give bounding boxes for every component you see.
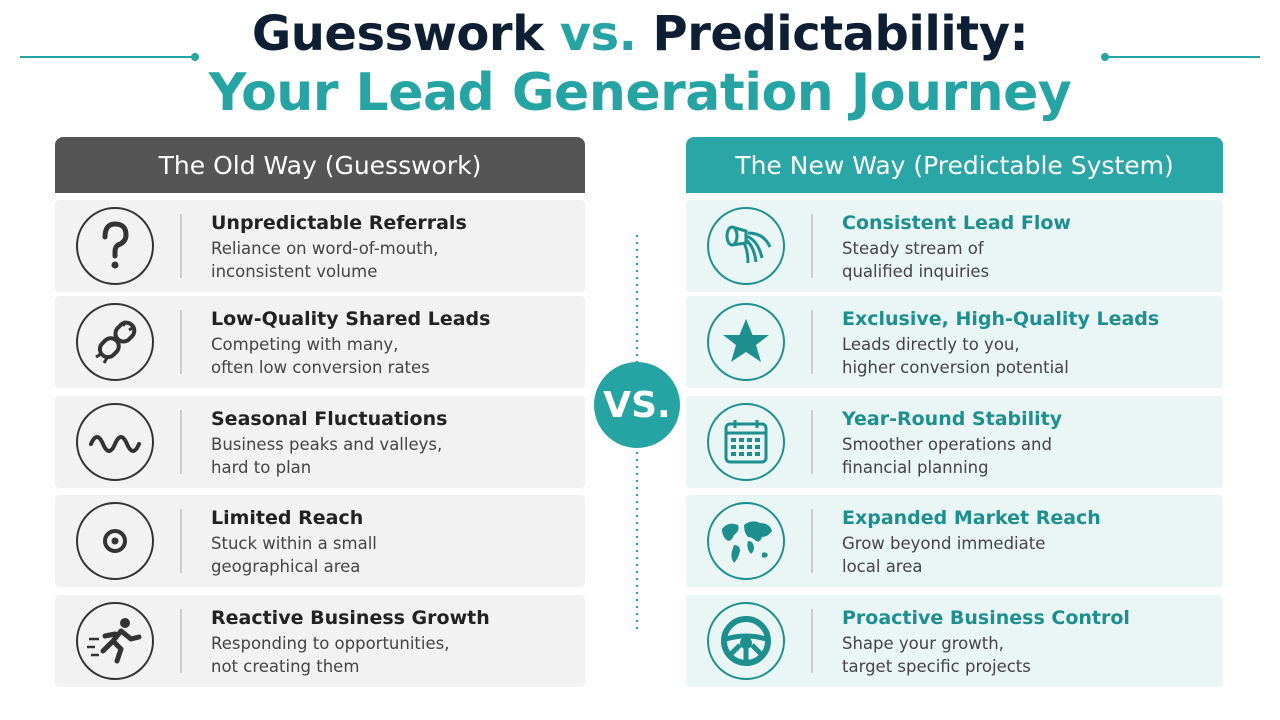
item-text: Leads directly to you, [842,335,1020,354]
item-title: Limited Reach [211,507,364,529]
item-text: financial planning [842,458,989,477]
item-row: Expanded Market Reach Grow beyond immedia… [686,495,1223,587]
item-icon [76,602,154,680]
item-text: inconsistent volume [211,262,378,281]
item-row: Seasonal Fluctuations Business peaks and … [55,396,585,488]
item-icon [76,303,154,381]
item-icon [707,502,785,580]
separator [180,410,182,474]
deco-dot [1101,53,1109,61]
item-title: Exclusive, High-Quality Leads [842,308,1160,330]
item-text: hard to plan [211,458,312,477]
item-icon [76,403,154,481]
item-text: target specific projects [842,657,1031,676]
title: Guesswork vs. Predictability: [0,6,1280,62]
item-text: Grow beyond immediate [842,534,1046,553]
item-title: Seasonal Fluctuations [211,408,448,430]
item-icon [76,502,154,580]
title-part: Predictability: [652,6,1029,62]
title-part: Guesswork [251,6,544,62]
title-vs: vs. [559,6,637,62]
separator [180,609,182,673]
item-row: Unpredictable Referrals Reliance on word-… [55,200,585,292]
item-row: Exclusive, High-Quality Leads Leads direc… [686,296,1223,388]
item-text: Steady stream of [842,239,984,258]
new-heading: The New Way (Predictable System) [686,137,1223,193]
item-text: higher conversion potential [842,358,1069,377]
separator [180,310,182,374]
vs-badge: VS. [594,362,680,448]
item-title: Proactive Business Control [842,607,1130,629]
item-title: Consistent Lead Flow [842,212,1071,234]
item-text: Stuck within a small [211,534,377,553]
item-title: Low-Quality Shared Leads [211,308,491,330]
item-text: Shape your growth, [842,634,1004,653]
item-icon [76,207,154,285]
subtitle: Your Lead Generation Journey [208,63,1072,123]
item-text: Business peaks and valleys, [211,435,443,454]
deco-dot [191,53,199,61]
item-text: Competing with many, [211,335,399,354]
item-icon [707,303,785,381]
item-title: Unpredictable Referrals [211,212,467,234]
separator [811,310,813,374]
item-row: Reactive Business Growth Responding to op… [55,595,585,687]
item-text: Smoother operations and [842,435,1052,454]
item-text: often low conversion rates [211,358,430,377]
item-text: local area [842,557,923,576]
item-icon [707,403,785,481]
old-heading: The Old Way (Guesswork) [55,137,585,193]
item-title: Expanded Market Reach [842,507,1101,529]
item-title: Year-Round Stability [842,408,1063,430]
separator [811,410,813,474]
item-text: Reliance on word-of-mouth, [211,239,439,258]
item-text: Responding to opportunities, [211,634,450,653]
separator [180,509,182,573]
separator [811,509,813,573]
item-row: Proactive Business Control Shape your gro… [686,595,1223,687]
item-title: Reactive Business Growth [211,607,490,629]
separator [180,214,182,278]
item-text: geographical area [211,557,361,576]
item-text: not creating them [211,657,360,676]
item-row: Low-Quality Shared Leads Competing with m… [55,296,585,388]
item-row: Consistent Lead Flow Steady stream of qual… [686,200,1223,292]
item-text: qualified inquiries [842,262,990,281]
item-icon [707,602,785,680]
item-row: Limited Reach Stuck within a small geograp… [55,495,585,587]
item-row: Year-Round Stability Smoother operations … [686,396,1223,488]
item-icon [707,207,785,285]
separator [811,214,813,278]
separator [811,609,813,673]
